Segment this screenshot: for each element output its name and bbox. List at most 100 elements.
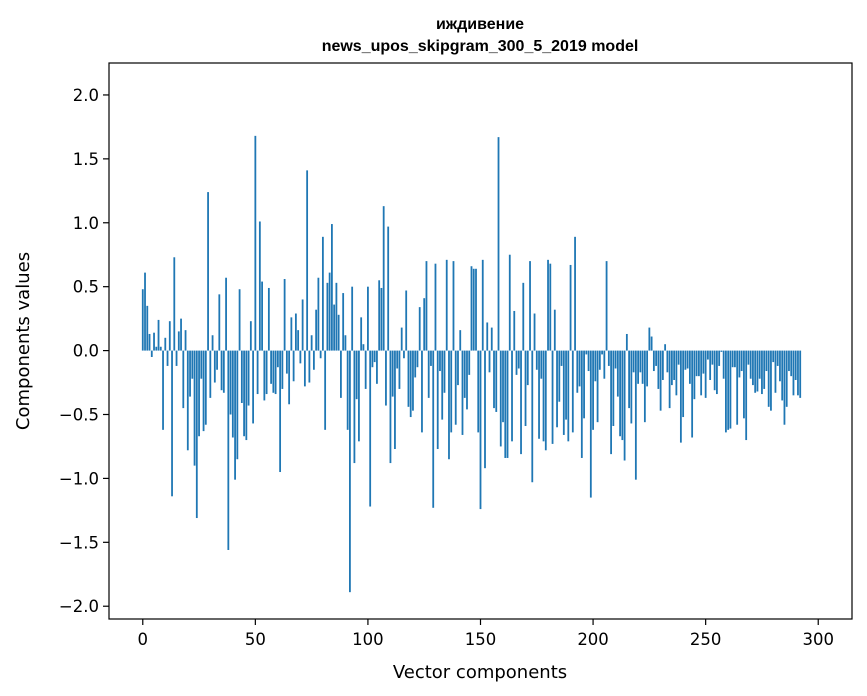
y-tick-label: 1.5: [73, 150, 99, 169]
bar: [405, 290, 408, 351]
y-axis-ticks: 2.0 1.5 1.0 0.5 0.0 −0.5 −1.0 −1.5 −2.0: [59, 86, 109, 616]
bar: [781, 350, 784, 401]
bar: [682, 350, 685, 418]
bar: [790, 350, 793, 377]
chart-title: иждивение: [436, 16, 524, 33]
bar: [407, 350, 410, 407]
bar: [427, 350, 430, 398]
bar: [477, 350, 480, 433]
bar: [472, 268, 475, 351]
bar: [180, 318, 182, 351]
bar: [679, 350, 682, 443]
bar: [479, 350, 482, 510]
bar: [403, 350, 405, 359]
bar: [335, 282, 338, 351]
bar: [526, 350, 529, 386]
bar: [520, 350, 522, 455]
bar: [646, 350, 649, 387]
bar: [189, 350, 191, 397]
bar: [360, 317, 363, 351]
bar: [391, 350, 394, 397]
bar: [418, 307, 421, 351]
bar: [200, 350, 203, 379]
bar: [493, 350, 495, 409]
bar: [191, 350, 194, 379]
bar: [150, 350, 153, 357]
bar: [461, 350, 464, 435]
bar: [508, 254, 511, 351]
bar: [664, 344, 667, 351]
bar: [240, 350, 243, 403]
bar: [387, 226, 390, 351]
bar: [279, 350, 282, 473]
bar: [734, 350, 736, 368]
bar: [324, 350, 327, 430]
bar: [522, 282, 525, 351]
x-tick-label: 100: [352, 630, 384, 649]
bar: [547, 259, 549, 351]
bar: [772, 350, 775, 363]
bar: [333, 304, 336, 351]
x-axis-ticks: 0 50 100 150 200 250 300: [138, 619, 834, 649]
bar: [524, 350, 527, 426]
bar: [502, 350, 504, 423]
bar: [639, 350, 642, 373]
bar: [517, 350, 520, 369]
bar: [785, 350, 788, 407]
bar: [641, 350, 644, 384]
bar: [396, 350, 399, 369]
bar: [495, 350, 498, 412]
bar: [380, 287, 383, 351]
bar: [439, 350, 441, 372]
bar: [193, 350, 196, 466]
bar: [538, 350, 540, 439]
bar: [425, 261, 428, 351]
bar: [443, 350, 446, 393]
bar: [385, 350, 387, 406]
y-tick-label: −0.5: [59, 405, 99, 424]
bar: [551, 350, 554, 444]
bar: [745, 350, 748, 441]
bar: [578, 350, 581, 387]
bar: [549, 263, 552, 351]
bar: [468, 350, 471, 375]
bar: [592, 350, 594, 430]
bar: [731, 350, 734, 368]
bar: [497, 137, 500, 351]
bar: [288, 350, 291, 405]
bar: [285, 350, 288, 374]
bar: [754, 350, 757, 393]
bar: [481, 259, 484, 351]
bar: [556, 350, 558, 428]
bar: [558, 350, 561, 402]
bar: [421, 350, 423, 433]
bar: [736, 350, 739, 425]
bar: [162, 350, 164, 430]
y-tick-label: 0.0: [73, 342, 99, 361]
bar: [718, 350, 721, 366]
y-tick-label: 0.5: [73, 278, 99, 297]
bar: [565, 350, 567, 420]
bar: [378, 280, 381, 351]
bar: [506, 350, 509, 458]
bar: [448, 350, 450, 460]
bar: [544, 350, 547, 451]
bar: [258, 221, 261, 351]
bar: [351, 286, 354, 351]
y-tick-label: −1.0: [59, 469, 99, 488]
bar: [376, 350, 378, 384]
bar: [310, 335, 313, 351]
bar: [652, 350, 655, 372]
bar: [738, 350, 741, 378]
bar: [792, 350, 795, 396]
bar: [394, 350, 396, 450]
bar: [709, 350, 712, 380]
bar: [794, 350, 797, 380]
bar: [533, 313, 536, 351]
bar: [770, 350, 772, 411]
bar: [182, 350, 185, 409]
bar: [657, 350, 660, 389]
bar: [364, 350, 367, 389]
bar: [466, 350, 468, 410]
bar: [389, 350, 392, 464]
